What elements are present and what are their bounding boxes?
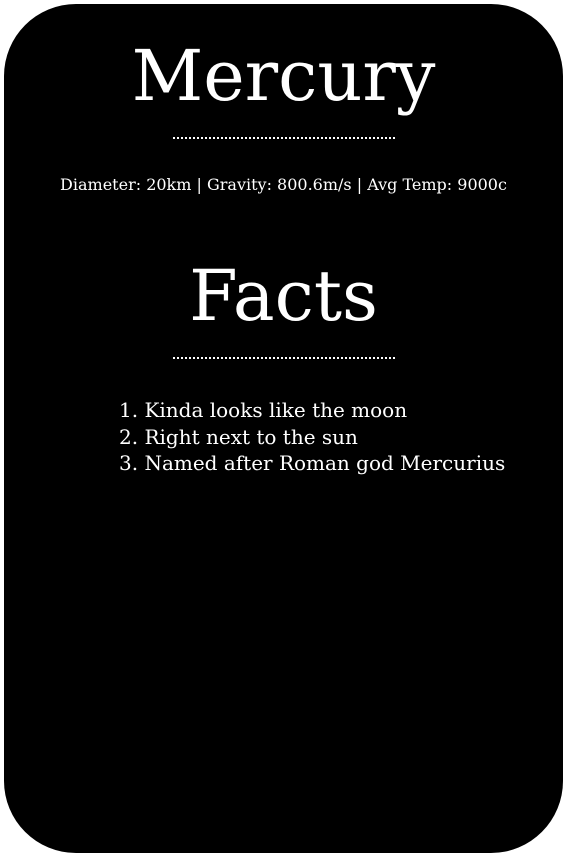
facts-list: 1. Kinda looks like the moon 2. Right ne… <box>119 397 505 477</box>
facts-divider <box>172 357 395 359</box>
fact-item: 1. Kinda looks like the moon <box>119 398 408 422</box>
planet-card: Mercury Diameter: 20km | Gravity: 800.6m… <box>4 4 563 853</box>
title-divider <box>172 137 395 139</box>
planet-title: Mercury <box>131 35 436 117</box>
planet-stats: Diameter: 20km | Gravity: 800.6m/s | Avg… <box>60 175 507 194</box>
facts-heading: Facts <box>189 255 378 337</box>
fact-item: 3. Named after Roman god Mercurius <box>119 451 506 475</box>
fact-item: 2. Right next to the sun <box>119 424 358 449</box>
